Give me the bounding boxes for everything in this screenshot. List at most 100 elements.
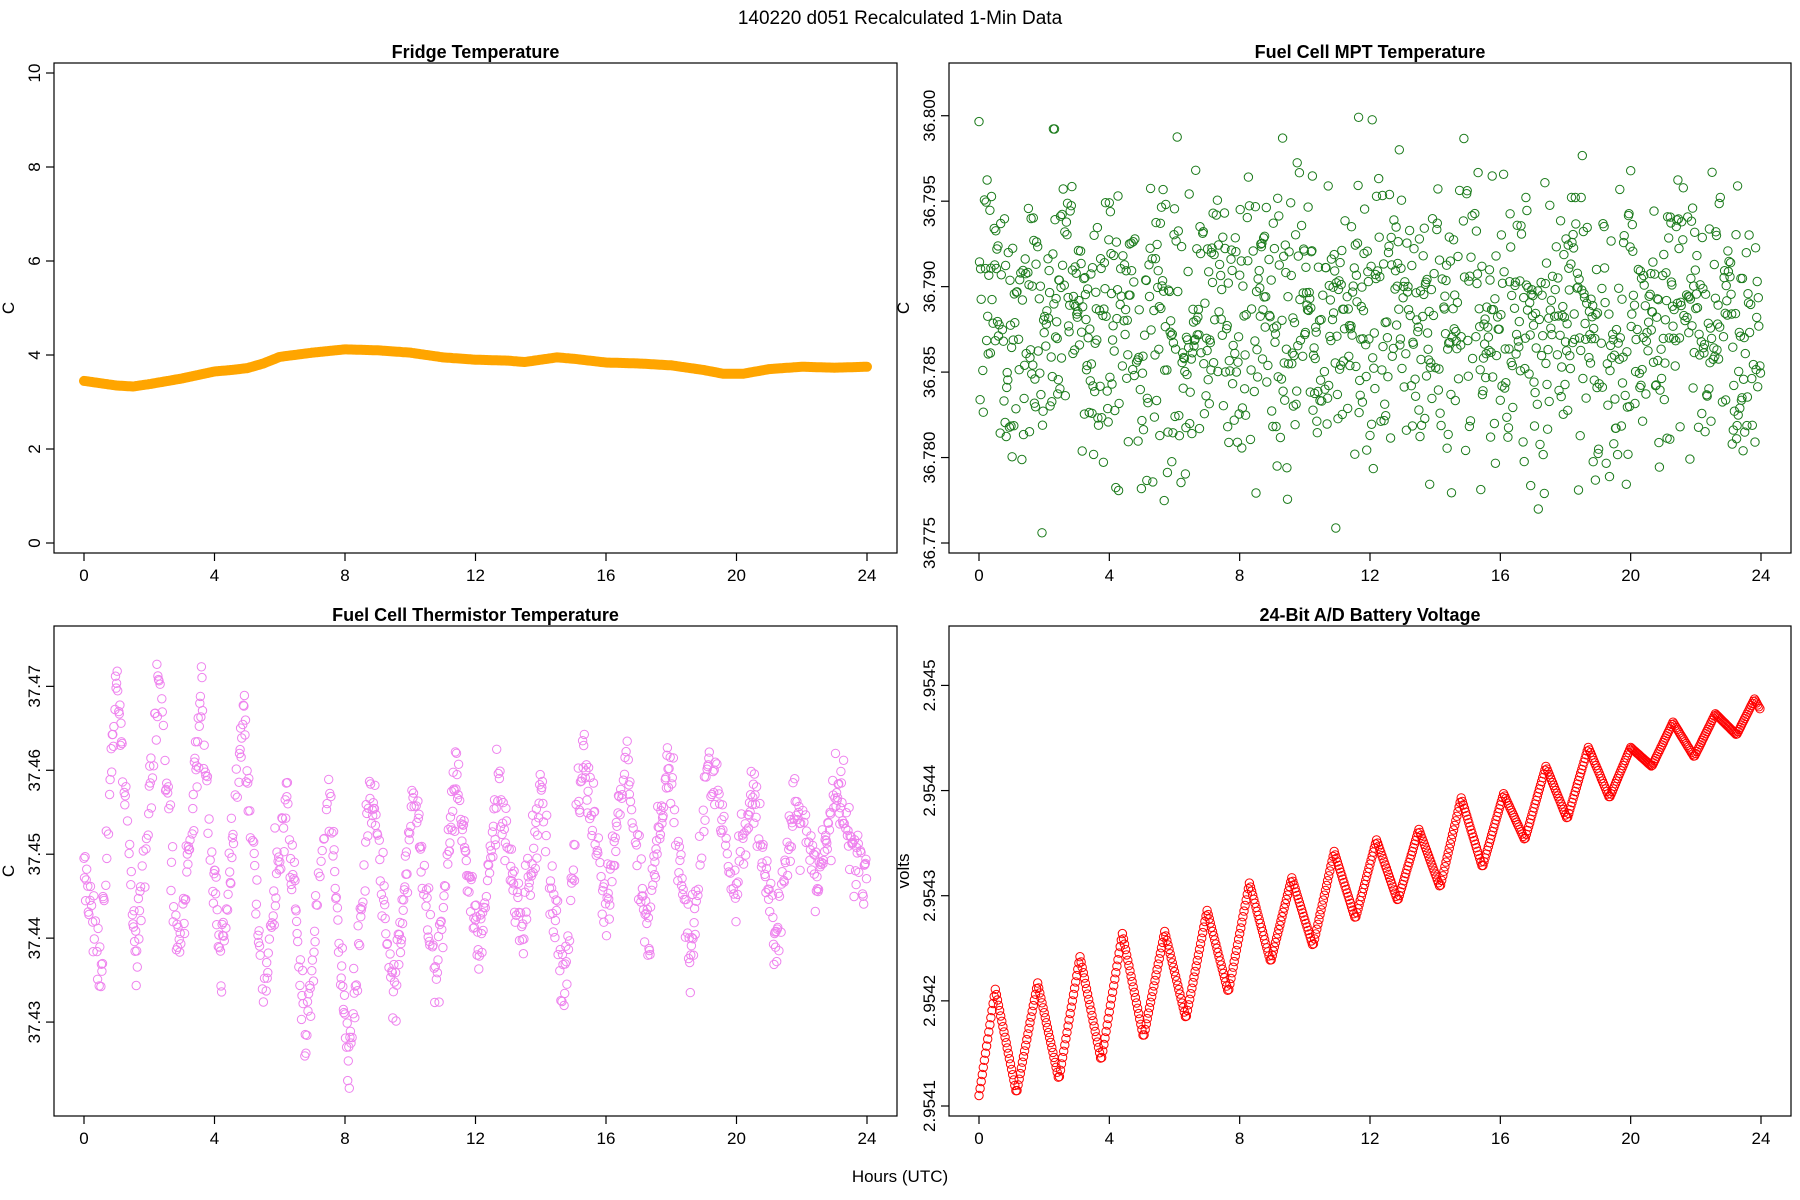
data-point bbox=[1529, 377, 1539, 387]
data-point bbox=[1174, 984, 1184, 995]
data-point bbox=[1479, 339, 1490, 349]
data-point bbox=[1038, 1003, 1048, 1013]
data-point bbox=[578, 763, 588, 773]
data-point bbox=[374, 835, 384, 845]
data-point bbox=[1516, 229, 1527, 239]
data-point bbox=[450, 826, 460, 836]
data-point bbox=[508, 879, 519, 889]
data-point bbox=[1304, 287, 1314, 298]
data-point bbox=[380, 900, 390, 910]
data-point bbox=[307, 955, 318, 965]
data-point bbox=[1492, 312, 1503, 322]
data-point bbox=[1010, 318, 1020, 328]
data-point bbox=[285, 872, 295, 883]
data-point bbox=[1640, 301, 1651, 311]
data-point bbox=[719, 811, 729, 822]
data-point bbox=[1140, 1024, 1150, 1035]
data-point bbox=[1055, 384, 1065, 394]
data-point bbox=[1507, 290, 1517, 301]
data-point bbox=[1089, 230, 1099, 241]
data-point bbox=[226, 878, 236, 889]
data-point bbox=[1649, 206, 1659, 216]
data-point bbox=[467, 871, 477, 882]
data-point bbox=[455, 795, 465, 806]
data-point bbox=[1217, 964, 1228, 974]
data-point bbox=[396, 938, 406, 949]
data-point bbox=[146, 753, 156, 763]
data-point bbox=[790, 774, 800, 784]
data-point bbox=[1125, 966, 1135, 976]
data-point bbox=[1162, 935, 1172, 946]
data-point bbox=[642, 918, 652, 929]
data-point bbox=[1085, 376, 1096, 386]
data-point bbox=[859, 899, 869, 909]
data-point bbox=[1741, 248, 1752, 258]
data-point bbox=[1731, 434, 1742, 444]
data-point bbox=[1054, 1071, 1065, 1082]
data-point bbox=[1075, 952, 1085, 962]
data-point bbox=[506, 861, 516, 872]
data-point bbox=[448, 806, 458, 816]
data-point bbox=[1156, 943, 1167, 953]
data-point bbox=[1568, 229, 1578, 240]
data-point bbox=[1113, 191, 1123, 201]
data-point bbox=[340, 1033, 351, 1043]
data-point bbox=[1526, 480, 1536, 491]
data-point bbox=[1104, 198, 1115, 208]
data-point bbox=[765, 906, 775, 917]
data-point bbox=[337, 943, 347, 953]
data-point bbox=[665, 752, 675, 762]
data-point bbox=[1002, 1043, 1012, 1053]
data-point bbox=[1270, 337, 1280, 347]
data-point bbox=[1055, 211, 1066, 221]
data-point bbox=[131, 926, 141, 936]
data-point bbox=[330, 866, 340, 877]
data-point bbox=[1060, 1040, 1070, 1050]
data-point bbox=[1463, 814, 1473, 824]
data-point bbox=[1355, 390, 1365, 400]
data-point bbox=[1674, 333, 1685, 343]
data-point bbox=[1161, 931, 1171, 941]
data-point bbox=[1243, 884, 1254, 894]
data-point bbox=[445, 838, 455, 848]
data-point bbox=[1534, 314, 1545, 325]
data-point bbox=[766, 878, 776, 889]
data-point bbox=[1170, 344, 1181, 354]
data-point bbox=[1284, 247, 1294, 257]
figure-title: 140220 d051 Recalculated 1-Min Data bbox=[738, 8, 1063, 29]
data-point bbox=[101, 880, 111, 890]
data-point bbox=[1697, 408, 1707, 419]
data-point bbox=[1519, 834, 1529, 844]
data-point bbox=[1332, 331, 1342, 341]
data-point bbox=[1024, 427, 1035, 437]
data-point bbox=[1143, 1008, 1154, 1018]
data-point bbox=[1065, 300, 1075, 310]
data-point bbox=[1109, 981, 1119, 991]
data-point bbox=[395, 947, 406, 958]
data-point bbox=[743, 809, 753, 820]
data-point bbox=[1168, 338, 1179, 348]
data-point bbox=[1074, 340, 1085, 350]
data-point bbox=[621, 746, 631, 757]
data-point bbox=[1628, 290, 1639, 300]
data-point bbox=[1001, 431, 1011, 442]
data-point bbox=[1503, 432, 1513, 442]
data-point bbox=[1393, 258, 1403, 269]
data-point bbox=[1121, 266, 1131, 276]
data-point bbox=[174, 934, 184, 945]
data-point bbox=[399, 895, 409, 905]
data-point bbox=[509, 907, 520, 917]
data-point bbox=[1047, 1042, 1057, 1053]
data-point bbox=[1735, 331, 1746, 341]
data-point bbox=[1396, 883, 1407, 893]
data-point bbox=[1130, 234, 1140, 244]
data-point bbox=[996, 270, 1006, 280]
data-point bbox=[1446, 834, 1457, 844]
data-point bbox=[1524, 369, 1534, 379]
data-point bbox=[1567, 237, 1577, 248]
data-point bbox=[1536, 350, 1547, 361]
data-point bbox=[163, 782, 174, 792]
data-point bbox=[183, 859, 193, 869]
data-point bbox=[1569, 790, 1579, 800]
data-point bbox=[1556, 391, 1566, 402]
